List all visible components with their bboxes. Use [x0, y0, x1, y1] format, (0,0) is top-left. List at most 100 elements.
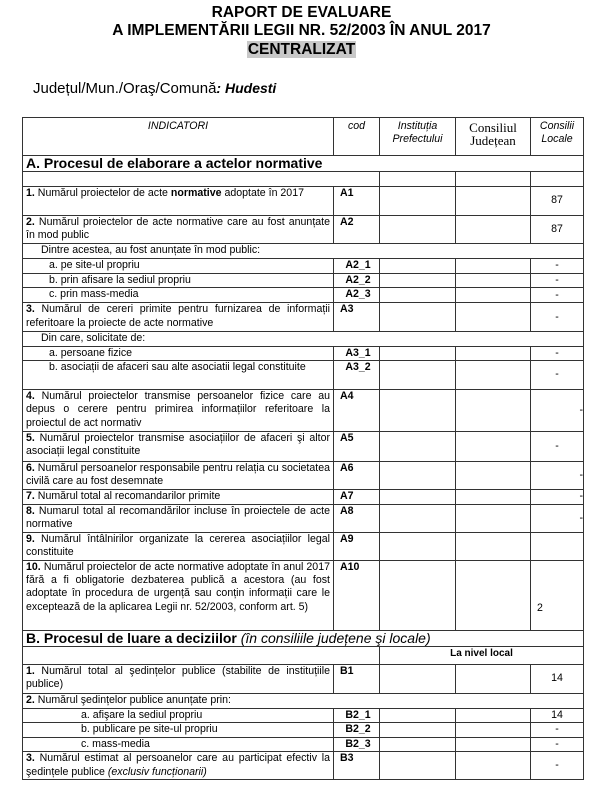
- indicator-number: 9.: [26, 532, 35, 545]
- indicator-number: 3.: [26, 303, 35, 316]
- value-consiliul-judetean: [455, 737, 531, 753]
- indicator-cell: 4. Numărul proiectelor transmise persoan…: [22, 389, 334, 433]
- value-consilii-locale: -: [530, 257, 584, 274]
- table-row: 4. Numărul proiectelor transmise persoan…: [22, 389, 584, 433]
- indicator-cell: a. afişare la sediul propriu: [22, 707, 334, 724]
- indicators-table: INDICATORI cod Instituția Prefectului Co…: [22, 117, 584, 781]
- subheading: 2. Numărul şedințelor publice anunțate p…: [22, 692, 584, 709]
- indicator-text: Numărul şedințelor publice anunțate prin…: [34, 693, 231, 706]
- table-row: 2. Numărul proiectelor de acte normative…: [22, 215, 584, 244]
- value-consilii-locale: -: [530, 751, 584, 781]
- cod-cell: A7: [333, 488, 380, 505]
- la-nivel-local-label: La nivel local: [379, 645, 584, 665]
- value-consilii-locale: -: [530, 737, 584, 753]
- table-row: 9. Numărul întâlnirilor organizate la ce…: [22, 531, 584, 561]
- value-consilii-locale: -: [530, 345, 584, 362]
- subheading-row: Din care, solicitate de:: [22, 331, 584, 347]
- value-consilii-locale: 87: [530, 215, 584, 244]
- cod-cell: A8: [333, 503, 380, 533]
- indicator-number: 6.: [26, 462, 35, 475]
- table-row: a. persoane fizice A3_1 -: [22, 345, 584, 362]
- indicator-text: c. mass-media: [81, 738, 150, 751]
- blank-row: [22, 171, 584, 187]
- indicator-text: Numărul proiectelor de acte: [34, 187, 171, 200]
- table-row: 10. Numărul proiectelor de acte normativ…: [22, 559, 584, 631]
- indicator-text-after: adoptate în 2017: [221, 187, 304, 200]
- indicator-text: Numărul persoanelor responsabile pentru …: [26, 462, 330, 488]
- indicator-cell: 6. Numărul persoanelor responsabile pent…: [22, 461, 334, 490]
- indicator-note: (exclusiv funcționarii): [107, 765, 207, 778]
- value-consilii-locale: -: [530, 431, 584, 463]
- indicator-number: 5.: [26, 432, 35, 445]
- indicator-text: a. afişare la sediul propriu: [81, 708, 203, 721]
- report-type: CENTRALIZAT: [0, 41, 603, 59]
- value-consilii-locale: -: [530, 722, 584, 739]
- value-consiliul-judetean: [455, 302, 531, 333]
- indicator-emphasis: normative: [170, 187, 222, 200]
- value-institutia-prefectului: [379, 488, 456, 505]
- blank-cell: [530, 171, 584, 187]
- table-row: a. pe site-ul propriu A2_1 -: [22, 257, 584, 274]
- value-consilii-locale: -: [530, 503, 584, 533]
- indicator-text: Numărul proiectelor transmise asociațiil…: [26, 432, 330, 458]
- indicator-cell: 1. Numărul total al şedințelor publice (…: [22, 663, 334, 694]
- section-title: A. Procesul de elaborare a actelor norma…: [22, 155, 584, 172]
- indicator-number: 4.: [26, 390, 35, 403]
- value-consiliul-judetean: [455, 503, 531, 533]
- indicator-cell: 9. Numărul întâlnirilor organizate la ce…: [22, 531, 334, 561]
- cod-cell: A2_3: [333, 287, 380, 304]
- indicator-cell: 2. Numărul proiectelor de acte normative…: [22, 215, 334, 244]
- cod-cell: A3: [333, 302, 380, 333]
- column-header-institutia-prefectului: Instituția Prefectului: [379, 117, 456, 156]
- value-consiliul-judetean: [455, 707, 531, 724]
- value-consiliul-judetean: [455, 531, 531, 561]
- indicator-cell: 3. Numărul de cereri primite pentru furn…: [22, 302, 334, 333]
- indicator-cell: 5. Numărul proiectelor transmise asociaț…: [22, 431, 334, 463]
- value-institutia-prefectului: [379, 186, 456, 216]
- value-consiliul-judetean: [455, 722, 531, 739]
- cod-cell: A2_2: [333, 272, 380, 289]
- subheading-row: 2. Numărul şedințelor publice anunțate p…: [22, 692, 584, 709]
- indicator-cell: c. mass-media: [22, 737, 334, 753]
- column-header-cod: cod: [333, 117, 380, 156]
- value-consiliul-judetean: [455, 461, 531, 490]
- value-institutia-prefectului: [379, 287, 456, 304]
- section-header-row: A. Procesul de elaborare a actelor norma…: [22, 155, 584, 172]
- value-consiliul-judetean: [455, 215, 531, 244]
- indicator-cell: 10. Numărul proiectelor de acte normativ…: [22, 559, 334, 631]
- column-header-indicatori: INDICATORI: [22, 117, 334, 156]
- value-institutia-prefectului: [379, 663, 456, 694]
- indicator-cell: 7. Numărul total al recomandarilor primi…: [22, 488, 334, 505]
- value-consilii-locale: -: [530, 272, 584, 289]
- value-consilii-locale: [530, 531, 584, 561]
- indicator-text: Numărul proiectelor transmise persoanelo…: [26, 390, 330, 429]
- value-consiliul-judetean: [455, 186, 531, 216]
- table-row: 6. Numărul persoanelor responsabile pent…: [22, 461, 584, 490]
- cod-cell: A3_2: [333, 360, 380, 391]
- cod-cell: A2_1: [333, 257, 380, 274]
- value-institutia-prefectului: [379, 737, 456, 753]
- value-institutia-prefectului: [379, 360, 456, 391]
- cod-cell: A9: [333, 531, 380, 561]
- value-institutia-prefectului: [379, 722, 456, 739]
- indicator-cell: 1. Numărul proiectelor de acte normative…: [22, 186, 334, 216]
- table-row: c. prin mass-media A2_3 -: [22, 287, 584, 304]
- value-consiliul-judetean: [455, 663, 531, 694]
- blank-cell: [379, 171, 456, 187]
- value-consilii-locale: -: [530, 287, 584, 304]
- indicator-text: Numărul estimat al persoanelor care au p…: [26, 752, 330, 778]
- value-institutia-prefectului: [379, 707, 456, 724]
- blank-cell: [22, 645, 380, 665]
- cod-cell: B2_3: [333, 737, 380, 753]
- value-institutia-prefectului: [379, 431, 456, 463]
- subheading: Dintre acestea, au fost anunțate în mod …: [22, 242, 584, 259]
- table-row: 8. Numarul total al recomandărilor inclu…: [22, 503, 584, 533]
- value-institutia-prefectului: [379, 272, 456, 289]
- table-row: 3. Numărul estimat al persoanelor care a…: [22, 751, 584, 781]
- location-line: Județul/Mun./Oraş/Comună: Hudesti: [33, 80, 276, 97]
- table-row: 5. Numărul proiectelor transmise asociaț…: [22, 431, 584, 463]
- indicator-cell: c. prin mass-media: [22, 287, 334, 304]
- value-consiliul-judetean: [455, 431, 531, 463]
- value-consilii-locale: -: [530, 302, 584, 333]
- indicator-number: 2.: [26, 693, 35, 706]
